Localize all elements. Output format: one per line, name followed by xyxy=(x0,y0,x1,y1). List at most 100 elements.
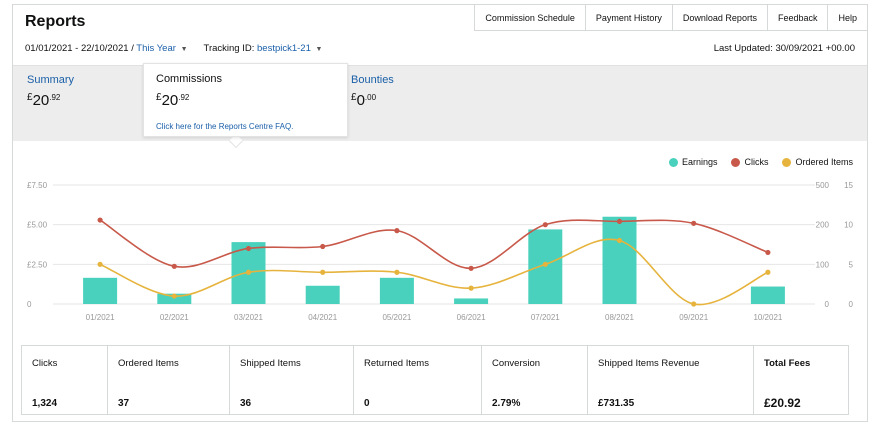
x-tick-label: 01/2021 xyxy=(86,313,115,322)
stat-returned-items: Returned Items 0 xyxy=(354,346,482,414)
left-tick-label: £5.00 xyxy=(27,221,48,230)
last-updated: Last Updated: 30/09/2021 +00.00 xyxy=(713,43,855,54)
x-tick-label: 06/2021 xyxy=(457,313,486,322)
x-tick-label: 10/2021 xyxy=(753,313,782,322)
payment-history-button[interactable]: Payment History xyxy=(585,5,673,31)
left-tick-label: £2.50 xyxy=(27,260,48,269)
bounties-tab[interactable]: Bounties £0.00 xyxy=(351,74,394,109)
stat-value: 0 xyxy=(364,398,370,409)
ordered-items-point xyxy=(171,293,177,299)
commissions-label: Commissions xyxy=(156,73,223,85)
left-tick-label: £7.50 xyxy=(27,181,48,190)
stat-value: 2.79% xyxy=(492,398,521,409)
clicks-point xyxy=(542,222,548,228)
stat-label: Clicks xyxy=(32,358,58,369)
legend-ordered-items[interactable]: Ordered Items xyxy=(782,157,853,167)
x-tick-label: 03/2021 xyxy=(234,313,263,322)
reports-faq-link[interactable]: Click here for the Reports Centre FAQ. xyxy=(156,122,294,131)
ordered-items-point xyxy=(320,269,326,275)
stat-value: 37 xyxy=(118,398,130,409)
feedback-button[interactable]: Feedback xyxy=(767,5,829,31)
x-tick-label: 02/2021 xyxy=(160,313,189,322)
right-tick-label: 500 xyxy=(816,181,830,190)
clicks-point xyxy=(468,265,474,271)
earnings-bar xyxy=(83,277,118,304)
clicks-point xyxy=(616,218,623,224)
stat-shipped-revenue: Shipped Items Revenue £731.35 xyxy=(588,346,754,414)
clicks-point xyxy=(765,249,771,256)
top-nav: Commission Schedule Payment History Down… xyxy=(474,5,867,31)
summary-tab[interactable]: Summary £20.92 xyxy=(27,74,74,109)
stat-label: Conversion xyxy=(492,358,541,369)
ordered-items-point xyxy=(542,261,548,267)
x-tick-label: 09/2021 xyxy=(679,313,708,322)
ordered-items-point xyxy=(394,269,400,275)
right-tick-label: 0 xyxy=(825,300,830,309)
right-tick-label: 100 xyxy=(816,260,830,269)
stat-value: 36 xyxy=(240,398,252,409)
tracking-label: Tracking ID: xyxy=(203,43,255,54)
stat-value: £731.35 xyxy=(598,398,635,409)
bounties-label: Bounties xyxy=(351,74,394,86)
clicks-point xyxy=(171,263,177,269)
help-button[interactable]: Help xyxy=(828,5,867,31)
page-title: Reports xyxy=(25,13,86,30)
legend-ordered-swatch xyxy=(782,157,792,167)
x-tick-label: 07/2021 xyxy=(531,313,560,322)
date-range: 01/01/2021 - 22/10/2021 xyxy=(25,43,129,54)
ordered-items-point xyxy=(245,269,252,275)
legend-clicks-swatch xyxy=(731,157,741,167)
right-tick-label: 200 xyxy=(816,221,830,230)
stat-label: Total Fees xyxy=(764,358,811,369)
ordered-items-point xyxy=(765,269,771,275)
legend-clicks[interactable]: Clicks xyxy=(731,157,768,167)
summary-label: Summary xyxy=(27,74,75,86)
download-reports-button[interactable]: Download Reports xyxy=(672,5,768,31)
bounties-value: £0.00 xyxy=(351,92,377,109)
stat-ordered-items: Ordered Items 37 xyxy=(108,346,230,414)
ordered-items-line xyxy=(99,238,769,306)
x-tick-label: 05/2021 xyxy=(382,313,411,322)
right2-tick-label: 0 xyxy=(849,300,854,309)
legend-earnings-swatch xyxy=(668,157,678,167)
filter-bar: 01/01/2021 - 22/10/2021 / This Year ▼ Tr… xyxy=(25,43,322,54)
stat-label: Returned Items xyxy=(364,358,429,369)
earnings-bar xyxy=(157,293,192,304)
chevron-down-icon: ▼ xyxy=(315,46,323,53)
commission-schedule-button[interactable]: Commission Schedule xyxy=(475,5,586,31)
x-tick-label: 04/2021 xyxy=(308,313,337,322)
earnings-chart: £7.50 £5.00 £2.50 0 500 200 100 0 15 10 5 0 01/2021 0… xyxy=(27,181,854,322)
earnings-bar xyxy=(305,285,340,304)
period-label: This Year xyxy=(136,43,176,54)
chevron-down-icon: ▼ xyxy=(180,46,188,53)
commissions-tab[interactable]: Commissions £20.92 Click here for the Re… xyxy=(143,63,348,137)
earnings-bar xyxy=(750,286,785,304)
clicks-point xyxy=(394,228,400,234)
left-tick-label: 0 xyxy=(27,300,32,309)
summary-band: Summary £20.92 Bounties £0.00 xyxy=(13,65,867,141)
stat-label: Ordered Items xyxy=(118,358,179,369)
tracking-id: bestpick1-21 xyxy=(257,43,311,54)
stat-value: £20.92 xyxy=(764,396,801,410)
ordered-items-point xyxy=(616,237,623,244)
clicks-point xyxy=(245,245,252,252)
stat-clicks: Clicks 1,324 xyxy=(22,346,108,414)
clicks-point xyxy=(691,220,697,226)
chart-legend: Earnings Clicks Ordered Items xyxy=(668,157,853,167)
stat-shipped-items: Shipped Items 36 xyxy=(230,346,354,414)
right2-tick-label: 5 xyxy=(849,260,854,269)
right2-tick-label: 15 xyxy=(844,181,853,190)
stat-total-fees: Total Fees £20.92 xyxy=(754,346,848,414)
legend-earnings[interactable]: Earnings xyxy=(668,157,717,167)
reports-panel: Reports Commission Schedule Payment Hist… xyxy=(12,4,868,422)
date-range-dropdown[interactable]: 01/01/2021 - 22/10/2021 / This Year ▼ xyxy=(25,43,188,54)
clicks-point xyxy=(320,243,326,250)
ordered-items-point xyxy=(97,261,103,267)
stat-value: 1,324 xyxy=(32,398,58,409)
ordered-items-point xyxy=(691,301,697,307)
tracking-id-dropdown[interactable]: Tracking ID: bestpick1-21 ▼ xyxy=(204,43,323,54)
stat-label: Shipped Items xyxy=(240,358,301,369)
earnings-bar xyxy=(602,216,637,304)
clicks-line xyxy=(99,219,769,270)
earnings-bar xyxy=(379,277,414,304)
